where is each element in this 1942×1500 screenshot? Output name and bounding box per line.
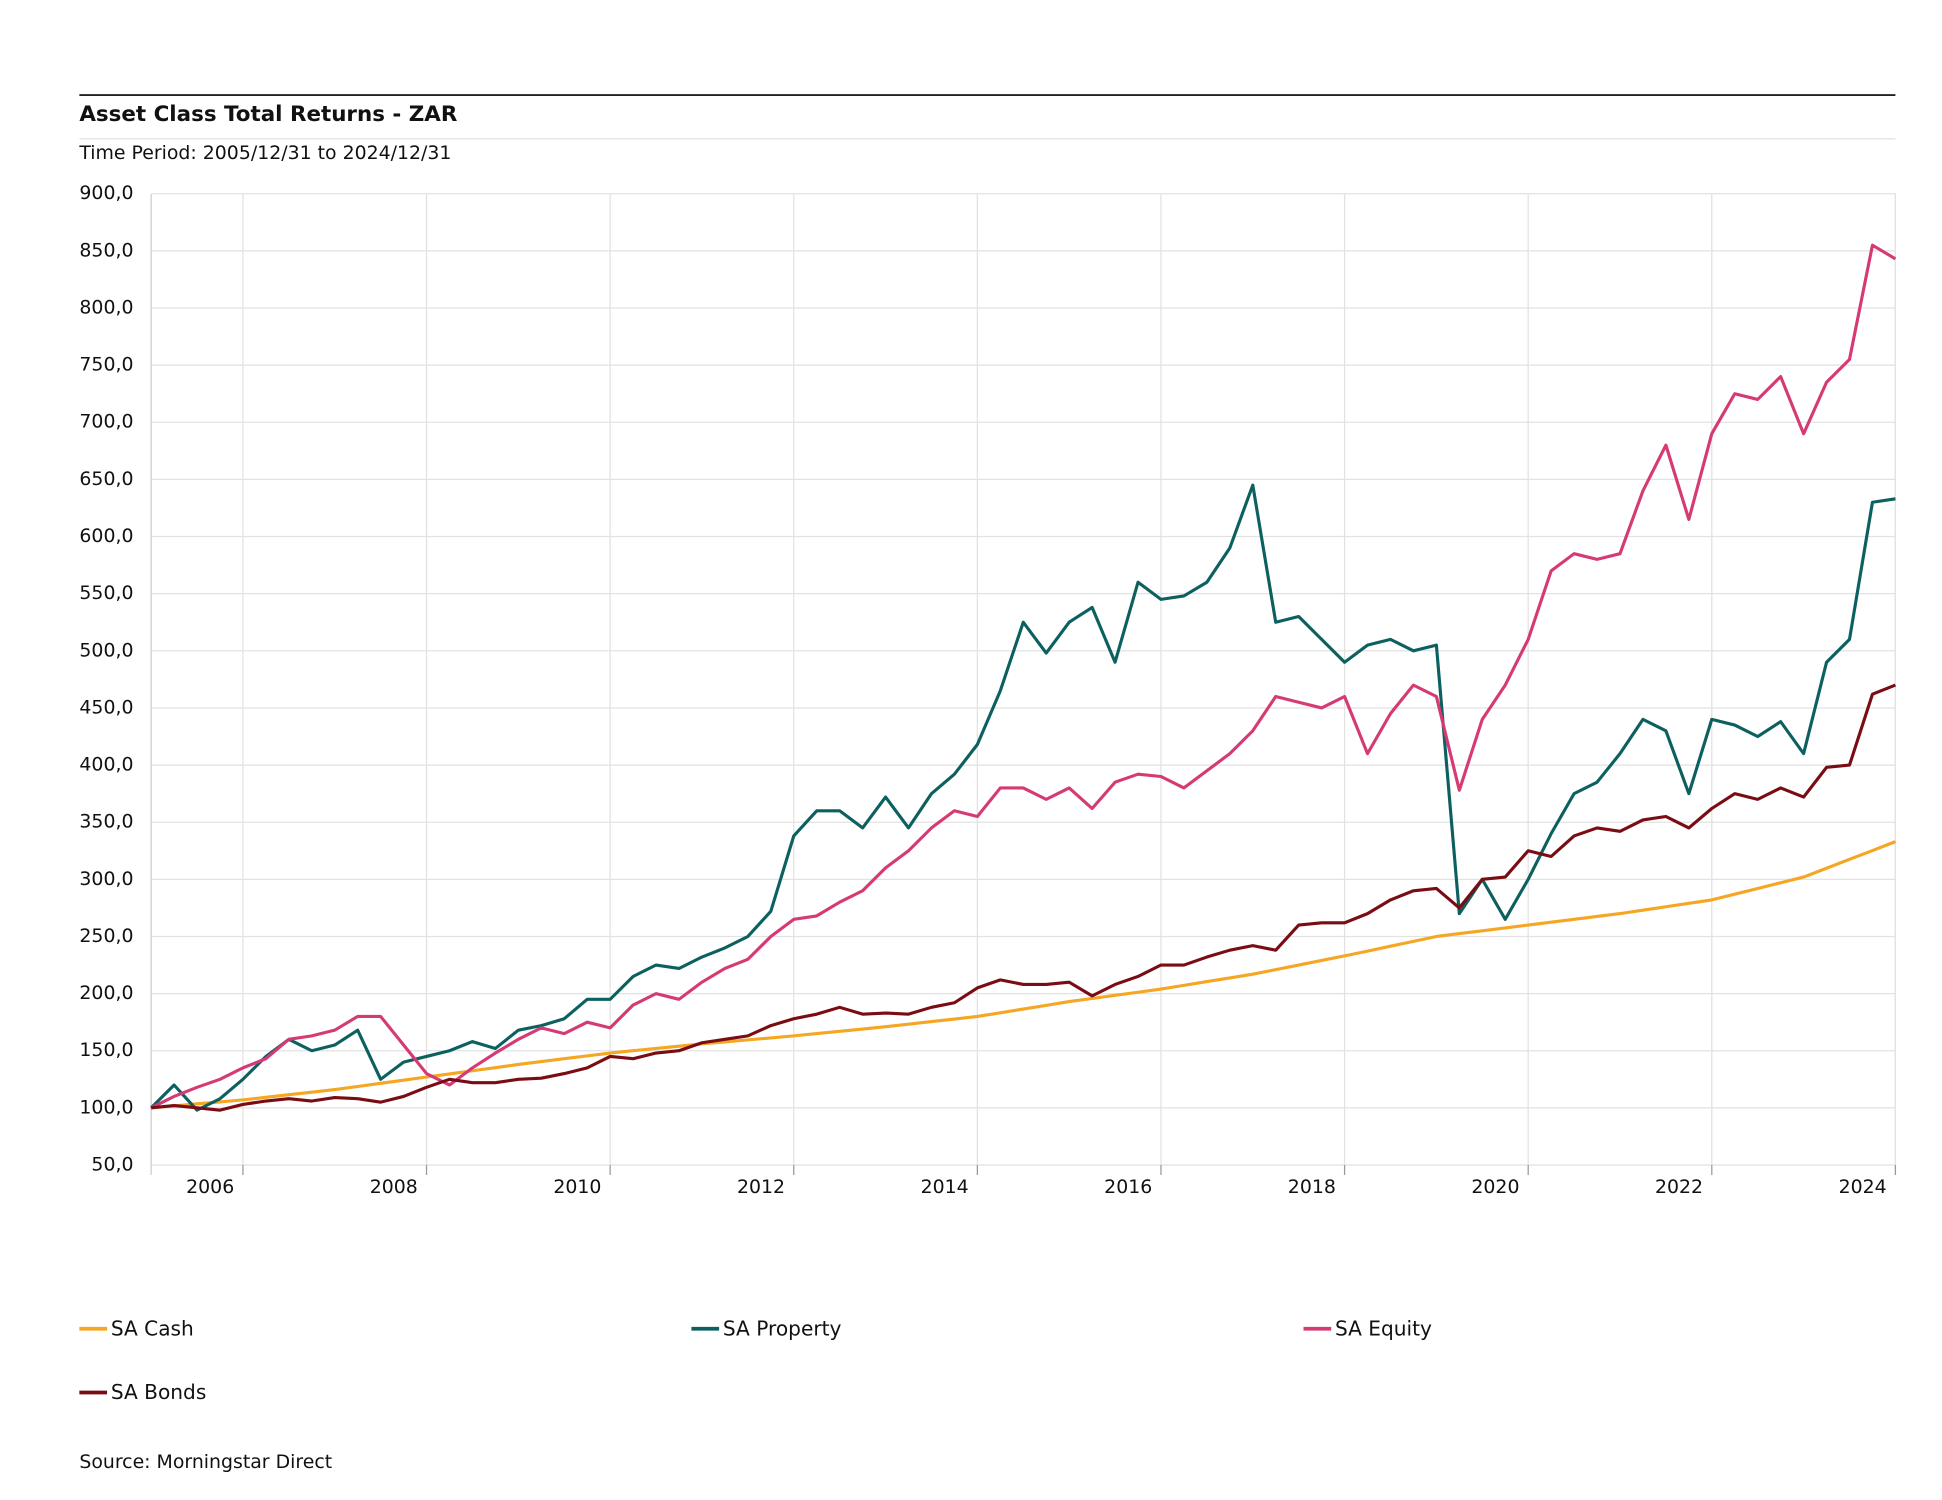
x-tick-label: 2012: [737, 1177, 785, 1198]
series-line: [150, 243, 1897, 1110]
x-tick-label: 2014: [921, 1177, 969, 1198]
y-tick-label: 800,0: [79, 298, 133, 319]
x-tick-label: 2022: [1655, 1177, 1703, 1198]
legend-label: SA Cash: [111, 1317, 194, 1341]
legend-label: SA Property: [723, 1317, 842, 1341]
x-tick-label: 2016: [1104, 1177, 1152, 1198]
series-line: [150, 840, 1896, 1110]
y-tick-label: 850,0: [79, 240, 133, 261]
source-note: Source: Morningstar Direct: [79, 1452, 332, 1473]
y-tick-label: 700,0: [79, 412, 133, 433]
x-tick-label: 2018: [1288, 1177, 1336, 1198]
legend-label: SA Equity: [1335, 1317, 1432, 1341]
y-tick-label: 100,0: [79, 1097, 133, 1118]
y-tick-label: 600,0: [79, 526, 133, 547]
chart-title: Asset Class Total Returns - ZAR: [79, 102, 457, 127]
series-line: [150, 483, 1896, 1112]
x-tick-label: 2008: [370, 1177, 418, 1198]
y-tick-label: 500,0: [79, 640, 133, 661]
x-tick-label: 2024: [1839, 1177, 1887, 1198]
y-tick-label: 450,0: [79, 697, 133, 718]
y-tick-label: 550,0: [79, 583, 133, 604]
series-line: [150, 683, 1896, 1112]
y-tick-label: 50,0: [91, 1155, 133, 1176]
y-tick-label: 250,0: [79, 926, 133, 947]
y-tick-label: 400,0: [79, 755, 133, 776]
x-tick-label: 2010: [553, 1177, 601, 1198]
y-tick-label: 350,0: [79, 812, 133, 833]
chart-subtitle: Time Period: 2005/12/31 to 2024/12/31: [78, 143, 451, 164]
y-tick-label: 750,0: [79, 355, 133, 376]
x-tick-label: 2006: [186, 1177, 234, 1198]
y-tick-label: 900,0: [79, 183, 133, 204]
y-tick-label: 300,0: [79, 869, 133, 890]
y-tick-label: 150,0: [79, 1040, 133, 1061]
y-tick-label: 650,0: [79, 469, 133, 490]
legend-label: SA Bonds: [111, 1380, 207, 1404]
y-tick-label: 200,0: [79, 983, 133, 1004]
x-tick-label: 2020: [1471, 1177, 1519, 1198]
